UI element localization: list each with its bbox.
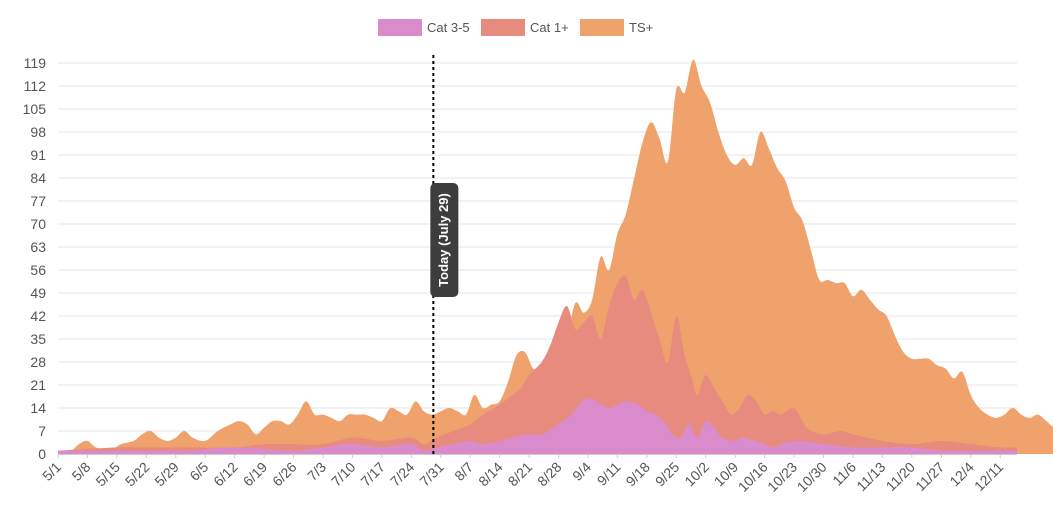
x-tick-label: 9/4: [569, 459, 594, 484]
area-series-cat-1-: [58, 275, 1017, 454]
legend-label: TS+: [629, 20, 653, 35]
y-tick-label: 49: [30, 285, 46, 301]
y-tick-label: 70: [30, 216, 46, 232]
y-tick-label: 105: [23, 101, 47, 117]
x-tick-label: 9/18: [622, 459, 653, 490]
y-axis-tick-labels: 0 7 14 21 28 35 42 49 56 63 70 77 84 91 98 105 112 119: [23, 55, 47, 462]
x-tick-label: 7/3: [304, 459, 329, 484]
y-tick-label: 14: [30, 400, 46, 416]
x-tick-label: 6/19: [240, 459, 271, 490]
x-tick-label: 8/7: [451, 459, 476, 484]
x-tick-label: 6/26: [269, 459, 300, 490]
series-areas: [58, 59, 1053, 454]
x-tick-label: 8/14: [475, 459, 506, 490]
x-tick-label: 5/22: [122, 459, 153, 490]
today-label: Today (July 29): [436, 193, 451, 287]
x-tick-label: 5/1: [39, 459, 64, 484]
area-series-cat-3-5: [58, 398, 1017, 454]
y-tick-label: 77: [30, 193, 46, 209]
y-tick-label: 7: [38, 423, 46, 439]
y-tick-label: 56: [30, 262, 46, 278]
x-tick-label: 9/11: [594, 459, 624, 489]
legend-label: Cat 3-5: [427, 20, 470, 35]
x-tick-label: 8/28: [534, 459, 565, 490]
x-tick-label: 5/8: [68, 459, 93, 484]
x-tick-label: 10/23: [764, 459, 800, 495]
x-tick-label: 11/13: [853, 459, 889, 495]
chart-legend: Cat 3-5 Cat 1+ TS+: [378, 19, 653, 36]
y-tick-label: 84: [30, 170, 46, 186]
x-tick-label: 7/31: [416, 459, 447, 490]
y-tick-label: 28: [30, 354, 46, 370]
legend-swatch: [580, 19, 624, 36]
legend-swatch: [481, 19, 525, 36]
x-tick-label: 6/5: [186, 459, 211, 484]
x-tick-label: 7/10: [328, 459, 359, 490]
x-tick-label: 5/29: [151, 459, 182, 490]
y-tick-label: 119: [24, 55, 47, 71]
x-tick-label: 10/2: [681, 459, 712, 490]
y-tick-label: 0: [38, 446, 46, 462]
x-tick-label: 10/16: [735, 459, 771, 495]
grid-lines: [58, 62, 1017, 455]
x-tick-label: 10/30: [794, 459, 830, 495]
x-tick-label: 11/27: [912, 459, 948, 495]
x-axis-tick-labels: 5/1 5/85/155/225/29 6/56/126/196/26 7/37/10…: [39, 454, 1006, 495]
y-tick-label: 91: [30, 147, 46, 163]
x-tick-label: 12/11: [971, 459, 1007, 495]
area-series-ts-: [58, 59, 1053, 454]
x-tick-label: 11/20: [883, 459, 919, 495]
y-tick-label: 35: [30, 331, 46, 347]
y-tick-label: 42: [30, 308, 46, 324]
x-tick-label: 9/25: [652, 459, 683, 490]
today-label-box: [430, 183, 459, 297]
x-tick-label: 5/15: [92, 459, 123, 490]
today-marker: Today (July 29): [430, 55, 459, 454]
x-tick-label: 6/12: [210, 459, 241, 490]
y-tick-label: 98: [30, 124, 46, 140]
legend-label: Cat 1+: [530, 20, 569, 35]
x-tick-label: 8/21: [505, 459, 536, 490]
y-tick-label: 112: [24, 78, 47, 94]
x-tick-label: 7/17: [357, 459, 388, 490]
y-tick-label: 63: [30, 239, 46, 255]
legend-swatch: [378, 19, 422, 36]
y-tick-label: 21: [30, 377, 46, 393]
x-tick-label: 7/24: [387, 459, 418, 490]
